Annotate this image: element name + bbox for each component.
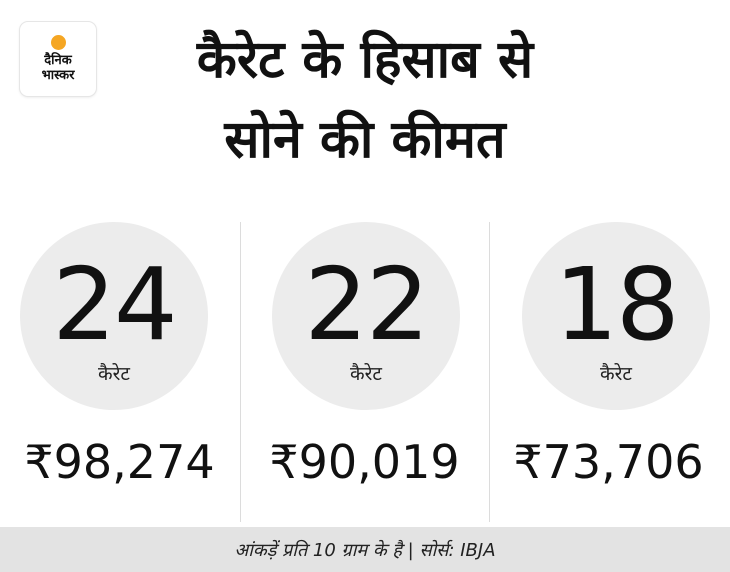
rate-card-18k: 18 कैरेट ₹73,706 <box>487 222 730 522</box>
rate-card-24k: 24 कैरेट ₹98,274 <box>0 222 243 522</box>
column-divider <box>240 222 241 522</box>
logo-text-line1: दैनिक <box>44 53 72 68</box>
karat-unit-label: कैरेट <box>350 363 382 385</box>
karat-circle: 18 कैरेट <box>522 222 710 410</box>
karat-circle: 22 कैरेट <box>272 222 460 410</box>
gold-price: ₹90,019 <box>269 435 460 489</box>
source-footer: आंकड़ें प्रति 10 ग्राम के है | सोर्स: IB… <box>0 527 730 572</box>
dainik-bhaskar-logo: दैनिक भास्कर <box>20 22 96 96</box>
footer-note: आंकड़ें प्रति 10 ग्राम के है | सोर्स: IB… <box>234 539 496 561</box>
karat-value: 18 <box>554 246 679 363</box>
rate-card-22k: 22 कैरेट ₹90,019 <box>243 222 486 522</box>
karat-circle: 24 कैरेट <box>20 222 208 410</box>
title-line-2: सोने की कीमत <box>224 110 506 170</box>
gold-price: ₹98,274 <box>24 435 215 489</box>
karat-value: 22 <box>304 246 429 363</box>
page-title: कैरेट के हिसाब से सोने की कीमत <box>110 20 620 180</box>
column-divider <box>489 222 490 522</box>
karat-value: 24 <box>52 246 177 363</box>
sun-icon <box>50 35 66 50</box>
karat-unit-label: कैरेट <box>98 363 130 385</box>
gold-price: ₹73,706 <box>513 435 704 489</box>
title-line-1: कैरेट के हिसाब से <box>196 30 534 90</box>
karat-unit-label: कैरेट <box>600 363 632 385</box>
rate-columns: 24 कैरेट ₹98,274 22 कैरेट ₹90,019 18 कैर… <box>0 222 730 522</box>
logo-text-line2: भास्कर <box>41 68 75 83</box>
